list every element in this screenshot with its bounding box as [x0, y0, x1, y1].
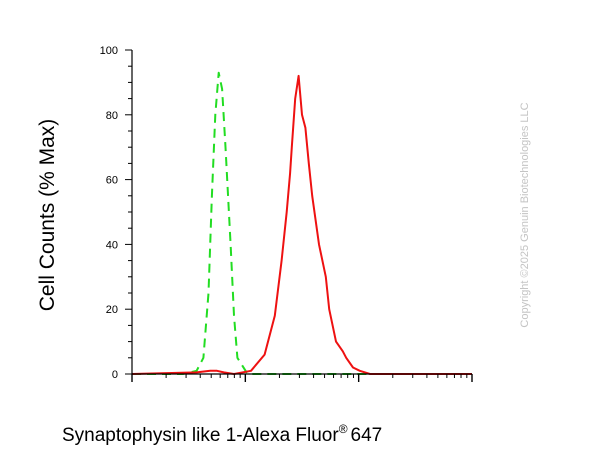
- y-tick-label: 60: [106, 175, 118, 187]
- x-axis-title: Synaptophysin like 1-Alexa Fluor® 647: [62, 422, 382, 446]
- x-axis-title-suffix: 647: [351, 425, 383, 446]
- series-line-1: [132, 71, 472, 375]
- x-axis-title-main: Synaptophysin like 1-Alexa Fluor: [62, 425, 339, 446]
- axes: 100 80 60 40 20 0: [100, 45, 473, 382]
- y-tick-label: 100: [100, 45, 118, 57]
- series-line-2: [131, 74, 472, 375]
- y-tick-label: 80: [106, 110, 118, 122]
- plot-area: [131, 71, 472, 375]
- y-tick-label: 40: [106, 239, 118, 251]
- y-tick-label: 0: [112, 369, 118, 381]
- y-axis-title: Cell Counts (% Max): [36, 119, 59, 312]
- copyright-watermark: Copyright ©2025 Genuin Biotechnologies L…: [519, 102, 531, 327]
- y-tick-label: 20: [106, 304, 118, 316]
- x-axis-title-registered: ®: [339, 422, 348, 436]
